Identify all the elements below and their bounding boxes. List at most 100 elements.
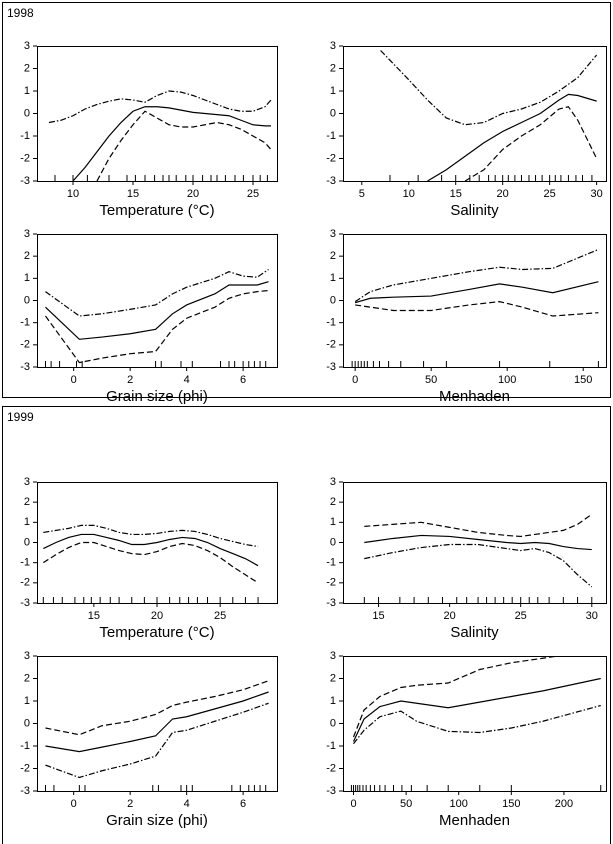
x-tick-label: 4	[184, 374, 190, 386]
x-tick-label: 25	[214, 610, 226, 622]
y-tick-label: 3	[330, 40, 336, 52]
x-tick-label: 25	[544, 188, 556, 200]
curve	[354, 281, 599, 304]
group-title: 1999	[7, 410, 34, 424]
y-tick-label: 0	[24, 717, 30, 729]
y-tick-label: 0	[24, 294, 30, 306]
x-tick-label: 15	[127, 188, 139, 200]
y-tick-label: 2	[24, 496, 30, 508]
x-tick-label: 150	[574, 374, 592, 386]
y-tick-label: -3	[20, 361, 30, 373]
lines	[48, 90, 272, 181]
y-tick-label: -3	[20, 597, 30, 609]
x-tick-label: 100	[498, 374, 516, 386]
x-axis-label: Salinity	[450, 624, 499, 641]
plot-frame	[343, 482, 607, 604]
y-tick-label: 1	[330, 695, 336, 707]
y-tick-label: -2	[20, 577, 30, 589]
y-tick-label: 3	[330, 228, 336, 240]
x-tick-label: 100	[450, 798, 468, 810]
y-tick-label: 0	[24, 107, 30, 119]
x-tick-label: 0	[71, 798, 77, 810]
y-tick-label: 1	[330, 516, 336, 528]
curve	[45, 281, 269, 340]
y-tick-label: -3	[326, 785, 336, 797]
y-tick-label: -2	[326, 339, 336, 351]
group-frame	[2, 2, 611, 398]
lines	[380, 50, 598, 181]
y-tick-label: -1	[326, 130, 336, 142]
curve	[352, 677, 601, 742]
x-tick-label: 6	[240, 798, 246, 810]
y-tick-label: -3	[20, 785, 30, 797]
lines	[364, 513, 593, 588]
x-axis-label: Grain size (phi)	[106, 388, 208, 405]
y-tick-label: 2	[24, 672, 30, 684]
y-tick-label: -2	[326, 152, 336, 164]
curve	[43, 533, 259, 567]
x-tick-label: 2	[127, 374, 133, 386]
y-tick-label: -2	[20, 152, 30, 164]
y-tick-label: -2	[20, 762, 30, 774]
y-tick-label: 1	[24, 516, 30, 528]
y-tick-label: 1	[330, 272, 336, 284]
curve	[72, 106, 271, 181]
curve	[96, 110, 272, 181]
plot-frame	[37, 482, 278, 604]
group-title: 1998	[7, 6, 34, 20]
plot-frame	[37, 46, 278, 182]
y-tick-label: 1	[24, 272, 30, 284]
x-tick-label: 5	[359, 188, 365, 200]
y-tick-label: -3	[20, 175, 30, 187]
lines	[44, 268, 269, 364]
y-tick-label: 2	[24, 62, 30, 74]
y-tick-label: 3	[330, 476, 336, 488]
y-tick-label: 0	[330, 717, 336, 729]
x-tick-label: 20	[443, 610, 455, 622]
y-tick-label: 1	[24, 695, 30, 707]
x-tick-label: 0	[71, 374, 77, 386]
curve	[380, 50, 598, 126]
curve	[352, 656, 562, 738]
curve	[48, 90, 272, 124]
y-tick-label: 2	[330, 672, 336, 684]
x-tick-label: 4	[184, 798, 190, 810]
y-tick-label: 3	[24, 476, 30, 488]
x-tick-label: 0	[352, 374, 358, 386]
y-tick-label: 2	[24, 250, 30, 262]
x-tick-label: 10	[67, 188, 79, 200]
curve	[44, 289, 269, 364]
y-tick-label: 3	[330, 650, 336, 662]
curve	[45, 680, 269, 736]
y-tick-label: -2	[326, 577, 336, 589]
y-tick-label: 0	[330, 294, 336, 306]
y-tick-label: 1	[330, 85, 336, 97]
x-tick-label: 30	[590, 188, 602, 200]
y-tick-label: 1	[24, 85, 30, 97]
curve	[355, 301, 599, 317]
y-tick-label: -1	[20, 130, 30, 142]
y-tick-label: 2	[330, 250, 336, 262]
curve	[364, 543, 593, 588]
lines	[42, 524, 259, 584]
x-tick-label: 15	[88, 610, 100, 622]
curve	[45, 702, 269, 779]
y-tick-label: 3	[24, 40, 30, 52]
x-tick-label: 2	[127, 798, 133, 810]
x-tick-label: 0	[350, 798, 356, 810]
curve	[42, 541, 259, 584]
y-tick-label: 3	[24, 650, 30, 662]
x-tick-label: 20	[497, 188, 509, 200]
y-tick-label: -1	[20, 740, 30, 752]
y-tick-label: -1	[326, 557, 336, 569]
x-tick-label: 10	[403, 188, 415, 200]
y-tick-label: 2	[330, 496, 336, 508]
x-tick-label: 150	[502, 798, 520, 810]
curve	[354, 248, 599, 303]
x-tick-label: 20	[187, 188, 199, 200]
x-tick-label: 25	[247, 188, 259, 200]
y-tick-label: 3	[24, 228, 30, 240]
x-tick-label: 15	[450, 188, 462, 200]
curve	[427, 93, 597, 181]
